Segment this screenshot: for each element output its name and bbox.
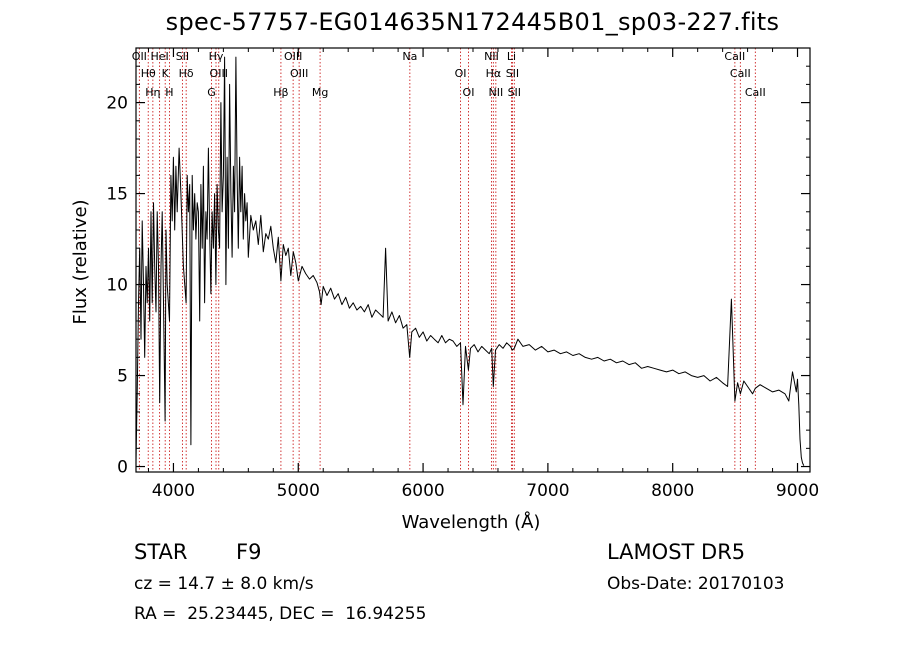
plot-frame	[135, 47, 811, 473]
line-label: Hβ	[273, 86, 288, 99]
line-label: SII	[508, 86, 521, 99]
line-label: CaII	[745, 86, 766, 99]
line-label: Hθ	[141, 67, 156, 80]
y-tick-label: 10	[106, 276, 128, 296]
x-tick-label: 9000	[776, 481, 819, 501]
line-label: OII	[132, 50, 147, 63]
line-label: OIII	[284, 50, 302, 63]
line-label: HeI	[150, 50, 168, 63]
observation-date: Obs-Date: 20170103	[607, 574, 785, 594]
line-label: G	[207, 86, 216, 99]
x-tick-label: 5000	[277, 481, 320, 501]
line-label: OI	[455, 67, 467, 80]
y-axis-label: Flux (relative)	[70, 199, 91, 324]
survey-name: LAMOST DR5	[607, 540, 746, 564]
y-tick-label: 15	[106, 185, 128, 205]
line-label: OIII	[210, 67, 228, 80]
line-label: CaII	[724, 50, 745, 63]
line-label: NII	[484, 50, 499, 63]
x-tick-label: 8000	[651, 481, 694, 501]
object-class: STAR	[134, 540, 188, 564]
line-label: K	[162, 67, 170, 80]
chart-title: spec-57757-EG014635N172445B01_sp03-227.f…	[165, 8, 780, 36]
line-label: Li	[507, 50, 516, 63]
axis-ticks: 4000 5000 6000 7000 8000 9000 0 5 10 15 20	[106, 48, 819, 501]
y-tick-label: 20	[106, 94, 128, 114]
line-marker-group	[138, 48, 756, 472]
line-label: OIII	[290, 67, 308, 80]
spectrum-line	[135, 56, 805, 466]
sky-coordinates: RA = 25.23445, DEC = 16.94255	[134, 604, 427, 624]
object-subclass: F9	[236, 540, 262, 564]
line-label: OI	[463, 86, 475, 99]
redshift-info: cz = 14.7 ± 8.0 km/s	[134, 574, 314, 594]
y-tick-label: 0	[117, 458, 128, 478]
x-tick-label: 6000	[401, 481, 444, 501]
line-label: Hγ	[209, 50, 224, 63]
spectrum-series	[135, 56, 805, 466]
line-label: Na	[402, 50, 417, 63]
line-label: H	[165, 86, 173, 99]
line-label: Hδ	[179, 67, 194, 80]
y-tick-label: 5	[117, 367, 128, 387]
line-label: SII	[506, 67, 519, 80]
line-label: Hα	[486, 67, 502, 80]
x-axis-label: Wavelength (Å)	[402, 511, 541, 533]
line-label-group: OIIHθHηHeIKHSIIHδGHγOIIIHβOIIIOIIIMgNaOI…	[132, 50, 766, 99]
x-tick-label: 7000	[526, 481, 569, 501]
x-tick-label: 4000	[152, 481, 195, 501]
line-label: NII	[488, 86, 503, 99]
line-label: SII	[176, 50, 189, 63]
line-label: Mg	[312, 86, 328, 99]
line-label: CaII	[730, 67, 751, 80]
line-label: Hη	[145, 86, 160, 99]
